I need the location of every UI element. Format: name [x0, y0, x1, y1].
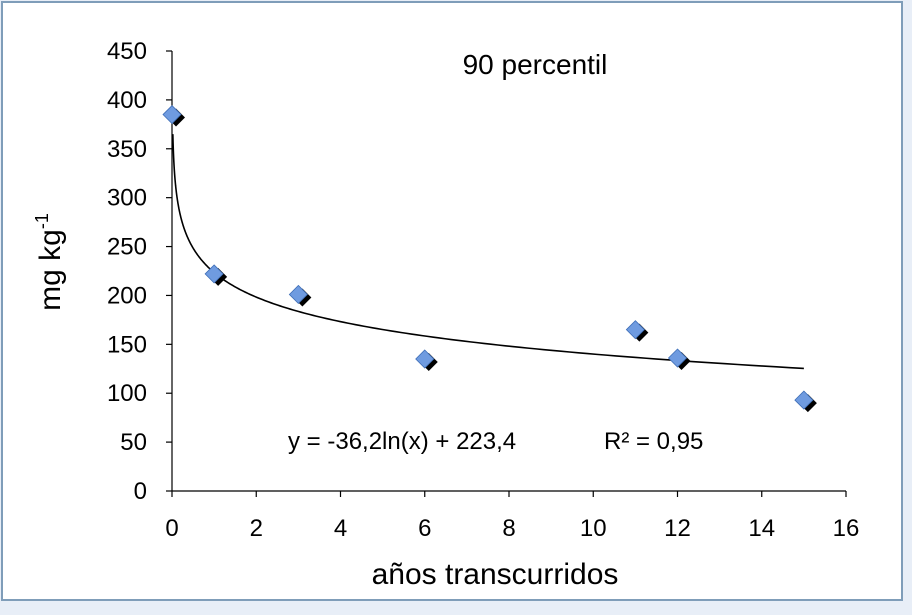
chart-title: 90 percentil — [463, 49, 608, 80]
x-tick-label: 8 — [502, 515, 515, 542]
trendline — [172, 134, 804, 370]
data-point-marker — [162, 104, 182, 125]
data-point — [288, 284, 312, 307]
data-point — [794, 390, 817, 413]
y-tick-label: 150 — [107, 331, 147, 358]
x-tick-label: 14 — [748, 515, 775, 542]
y-axis-label: mg kg-1 — [32, 213, 67, 311]
x-tick-label: 4 — [334, 515, 347, 542]
x-axis-label: años transcurridos — [372, 558, 619, 591]
x-tick-label: 2 — [250, 515, 263, 542]
data-point — [415, 349, 438, 371]
y-tick-label: 250 — [107, 234, 147, 261]
data-point — [667, 348, 691, 371]
trendline-equation: y = -36,2ln(x) + 223,4 — [288, 428, 516, 455]
x-tick-label: 0 — [165, 515, 178, 542]
data-point-marker — [204, 264, 224, 284]
axes: 0 50 100 150 200 250 300 350 400 450 0 2 4 6 8 10 12 14 16 — [107, 38, 859, 542]
x-tick-label: 6 — [418, 515, 431, 542]
r-squared-label: R² = 0,95 — [604, 428, 703, 455]
y-tick-label: 400 — [107, 87, 147, 114]
data-points — [162, 104, 817, 413]
data-point — [204, 264, 228, 286]
x-tick-label: 16 — [833, 515, 860, 542]
data-point-marker — [625, 320, 645, 340]
data-point-marker — [415, 349, 435, 369]
y-tick-label: 100 — [107, 380, 147, 407]
y-tick-label: 50 — [120, 429, 147, 456]
y-axis-label-exponent: -1 — [32, 213, 52, 229]
y-tick-label: 200 — [107, 282, 147, 309]
chart-area-background — [1, 1, 903, 601]
y-tick-label: 350 — [107, 136, 147, 163]
y-tick-label: 0 — [134, 478, 147, 505]
x-tick-label: 12 — [664, 515, 691, 542]
y-axis-label-main: mg kg — [34, 229, 67, 311]
y-tick-label: 300 — [107, 185, 147, 212]
data-point-marker — [794, 390, 814, 410]
data-point — [625, 320, 649, 342]
data-point-marker — [288, 284, 308, 305]
trendline-group — [172, 134, 804, 370]
data-point-marker — [667, 348, 688, 368]
y-tick-label: 450 — [107, 38, 147, 65]
x-tick-label: 10 — [580, 515, 607, 542]
data-point — [162, 104, 185, 127]
